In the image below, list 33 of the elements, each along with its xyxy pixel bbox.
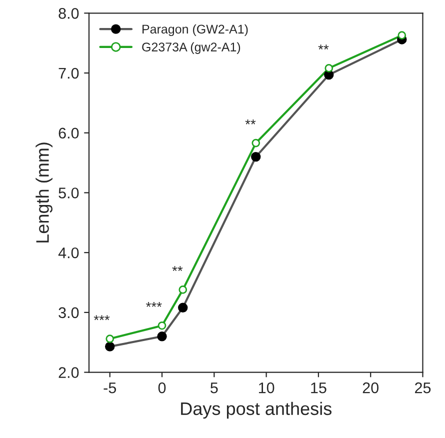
- y-tick-label: 6.0: [58, 128, 79, 139]
- point: [252, 138, 260, 148]
- point: [251, 152, 261, 162]
- point: [178, 286, 188, 294]
- annotation: **: [245, 119, 256, 124]
- x-tick-label: 5: [210, 382, 218, 394]
- y-axis-title: Length (mm): [36, 142, 52, 242]
- annotation: **: [172, 266, 183, 272]
- x-tick-label: 10: [258, 382, 274, 394]
- annotation: **: [318, 44, 329, 50]
- annotation: ***: [94, 315, 110, 320]
- x-tick-label: 0: [158, 382, 166, 394]
- point: [158, 321, 166, 330]
- y-tick-label: 2.0: [58, 367, 79, 378]
- x-tick-label: 15: [311, 382, 326, 394]
- point: [324, 64, 334, 72]
- y-tick-label: 7.0: [58, 68, 79, 79]
- x-tick-label: -5: [104, 382, 116, 394]
- legend-label: G2373A (gw2-A1): [142, 42, 240, 54]
- annotation: ***: [146, 302, 162, 307]
- point: [398, 31, 406, 40]
- y-tick-label: 3.0: [58, 307, 79, 318]
- x-tick-label: 25: [415, 382, 431, 394]
- point: [157, 332, 167, 342]
- x-tick-label: 20: [362, 382, 378, 394]
- y-tick-label: 8.0: [58, 8, 79, 19]
- x-axis-title: Days post anthesis: [181, 402, 332, 419]
- y-tick-label: 4.0: [58, 247, 79, 258]
- point: [106, 334, 114, 343]
- point: [178, 302, 188, 313]
- point: [105, 342, 115, 352]
- legend-label: Paragon (GW2-A1): [142, 24, 248, 36]
- y-tick-label: 5.0: [58, 188, 79, 198]
